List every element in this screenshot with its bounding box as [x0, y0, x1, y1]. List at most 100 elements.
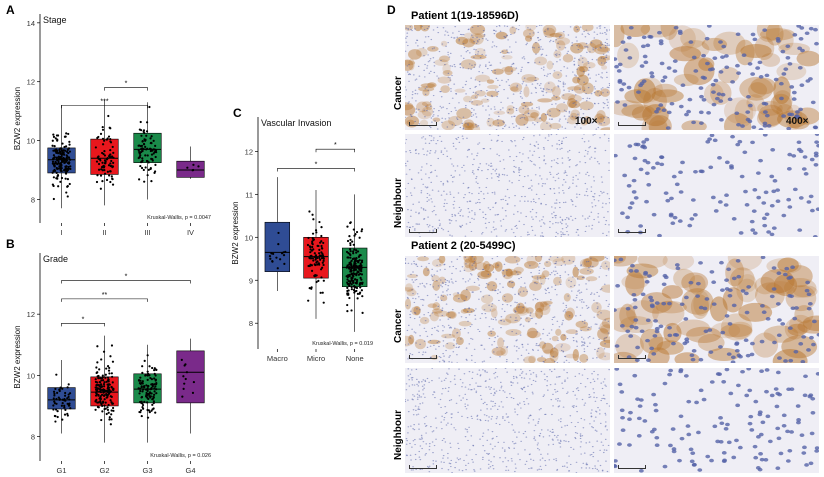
nucleus — [495, 77, 498, 79]
nucleus — [496, 408, 499, 410]
nucleus — [467, 187, 469, 189]
stain-patch — [481, 303, 498, 313]
nucleus — [457, 292, 459, 294]
stain-patch — [483, 263, 495, 273]
nucleus — [728, 391, 734, 396]
nucleus — [744, 310, 750, 315]
nucleus — [527, 27, 529, 29]
nucleus — [443, 263, 446, 265]
nucleus — [665, 126, 671, 130]
stain-patch — [680, 27, 706, 49]
data-point — [283, 262, 286, 265]
data-point — [104, 162, 107, 165]
nucleus — [516, 86, 518, 88]
nucleus — [684, 337, 690, 342]
data-point — [103, 139, 106, 142]
stain-patch — [565, 329, 578, 335]
nucleus — [410, 377, 413, 379]
nucleus — [446, 280, 449, 282]
nucleus — [423, 55, 425, 57]
nucleus — [505, 81, 508, 83]
nucleus — [514, 319, 517, 322]
nucleus — [561, 219, 564, 222]
nucleus — [498, 174, 501, 176]
nucleus — [713, 78, 719, 83]
data-point — [318, 220, 321, 224]
nucleus — [600, 288, 603, 290]
nucleus — [417, 172, 420, 174]
nucleus — [405, 400, 407, 403]
nucleus — [424, 138, 427, 140]
nucleus — [593, 91, 596, 94]
nucleus — [440, 406, 442, 409]
nucleus — [483, 35, 485, 37]
nucleus — [690, 357, 696, 362]
nucleus — [577, 77, 580, 80]
nucleus — [532, 459, 535, 461]
nucleus — [538, 272, 541, 274]
scale-bar — [409, 355, 437, 359]
nucleus — [482, 211, 484, 213]
nucleus — [428, 224, 431, 226]
data-point — [350, 288, 353, 291]
stain-patch — [594, 90, 603, 97]
nucleus — [564, 233, 566, 236]
nucleus — [448, 368, 450, 370]
nucleus — [469, 52, 471, 54]
nucleus — [559, 206, 561, 209]
nucleus — [534, 380, 537, 382]
stain-patch — [532, 42, 541, 54]
nucleus — [458, 469, 461, 471]
nucleus — [507, 39, 509, 41]
nucleus — [412, 469, 414, 471]
nucleus — [641, 35, 647, 40]
stain-patch — [542, 25, 557, 36]
data-point — [53, 402, 57, 405]
nucleus — [451, 215, 454, 217]
nucleus — [451, 361, 453, 363]
nucleus — [503, 295, 506, 298]
nucleus — [437, 296, 440, 298]
nucleus — [426, 224, 429, 226]
scale-bar — [618, 355, 646, 359]
nucleus — [513, 377, 515, 379]
nucleus — [447, 311, 450, 313]
nucleus — [425, 163, 428, 165]
nucleus — [701, 53, 706, 58]
nucleus — [443, 355, 445, 357]
nucleus — [414, 405, 417, 407]
nucleus — [558, 281, 561, 283]
nucleus — [473, 348, 476, 350]
stain-patch — [754, 276, 776, 295]
data-point — [59, 386, 62, 389]
nucleus — [555, 436, 558, 438]
nucleus — [504, 124, 507, 126]
nucleus — [498, 115, 500, 117]
nucleus — [718, 99, 724, 103]
nucleus — [412, 226, 414, 228]
nucleus — [636, 416, 642, 421]
nucleus — [581, 374, 584, 376]
nucleus — [457, 447, 460, 450]
tissue-background — [405, 25, 610, 130]
nucleus — [473, 469, 475, 471]
nucleus — [556, 294, 558, 296]
nucleus — [590, 156, 593, 158]
nucleus — [503, 36, 506, 38]
nucleus — [447, 422, 449, 424]
nucleus — [737, 445, 743, 450]
data-point — [311, 232, 315, 235]
stain-patch — [422, 89, 430, 97]
nucleus — [766, 230, 772, 234]
nucleus — [764, 73, 770, 78]
nucleus — [479, 385, 482, 387]
nucleus — [407, 432, 409, 434]
micrograph-p1-neighbour-400x — [614, 134, 819, 237]
nucleus — [740, 289, 746, 293]
nucleus — [425, 443, 428, 445]
nucleus — [513, 443, 516, 445]
nucleus — [452, 351, 455, 353]
nucleus — [467, 311, 469, 313]
data-point — [99, 395, 102, 398]
data-point — [153, 393, 156, 396]
